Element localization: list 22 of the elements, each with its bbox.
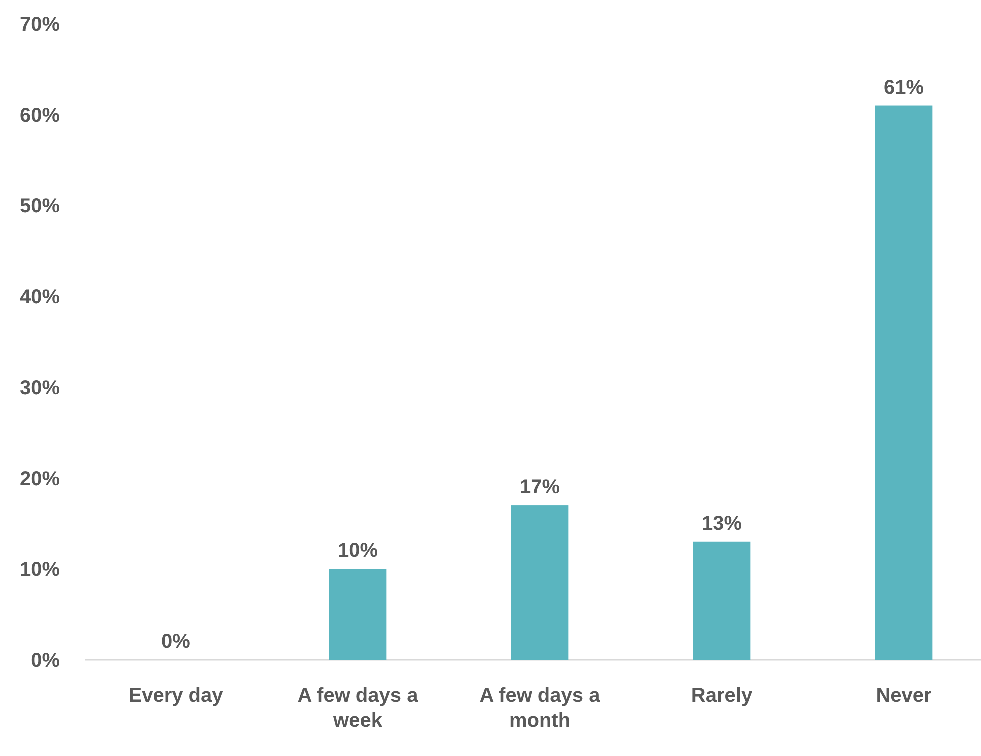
- y-tick-label: 50%: [20, 196, 60, 218]
- y-tick-label: 30%: [20, 377, 60, 400]
- y-tick-label: 60%: [20, 104, 60, 127]
- x-tick-label: A few days a month: [480, 685, 602, 732]
- bar: [875, 106, 933, 660]
- y-tick-label: 0%: [31, 650, 60, 672]
- y-tick-label: 70%: [20, 14, 60, 36]
- x-tick-label: Never: [876, 685, 932, 707]
- x-tick-label: Every day: [128, 685, 224, 707]
- y-tick-label: 20%: [20, 468, 60, 490]
- data-label: 17%: [520, 476, 560, 499]
- data-label: 0%: [162, 631, 191, 653]
- y-tick-label: 10%: [20, 559, 60, 582]
- data-label: 61%: [884, 76, 924, 99]
- bar: [693, 542, 751, 660]
- data-label: 10%: [338, 540, 378, 562]
- bar: [329, 569, 387, 660]
- bar: [511, 506, 569, 660]
- data-label: 13%: [702, 512, 742, 535]
- y-tick-label: 40%: [20, 286, 60, 309]
- x-tick-label: A few days a week: [298, 685, 420, 732]
- x-tick-label: Rarely: [691, 685, 754, 707]
